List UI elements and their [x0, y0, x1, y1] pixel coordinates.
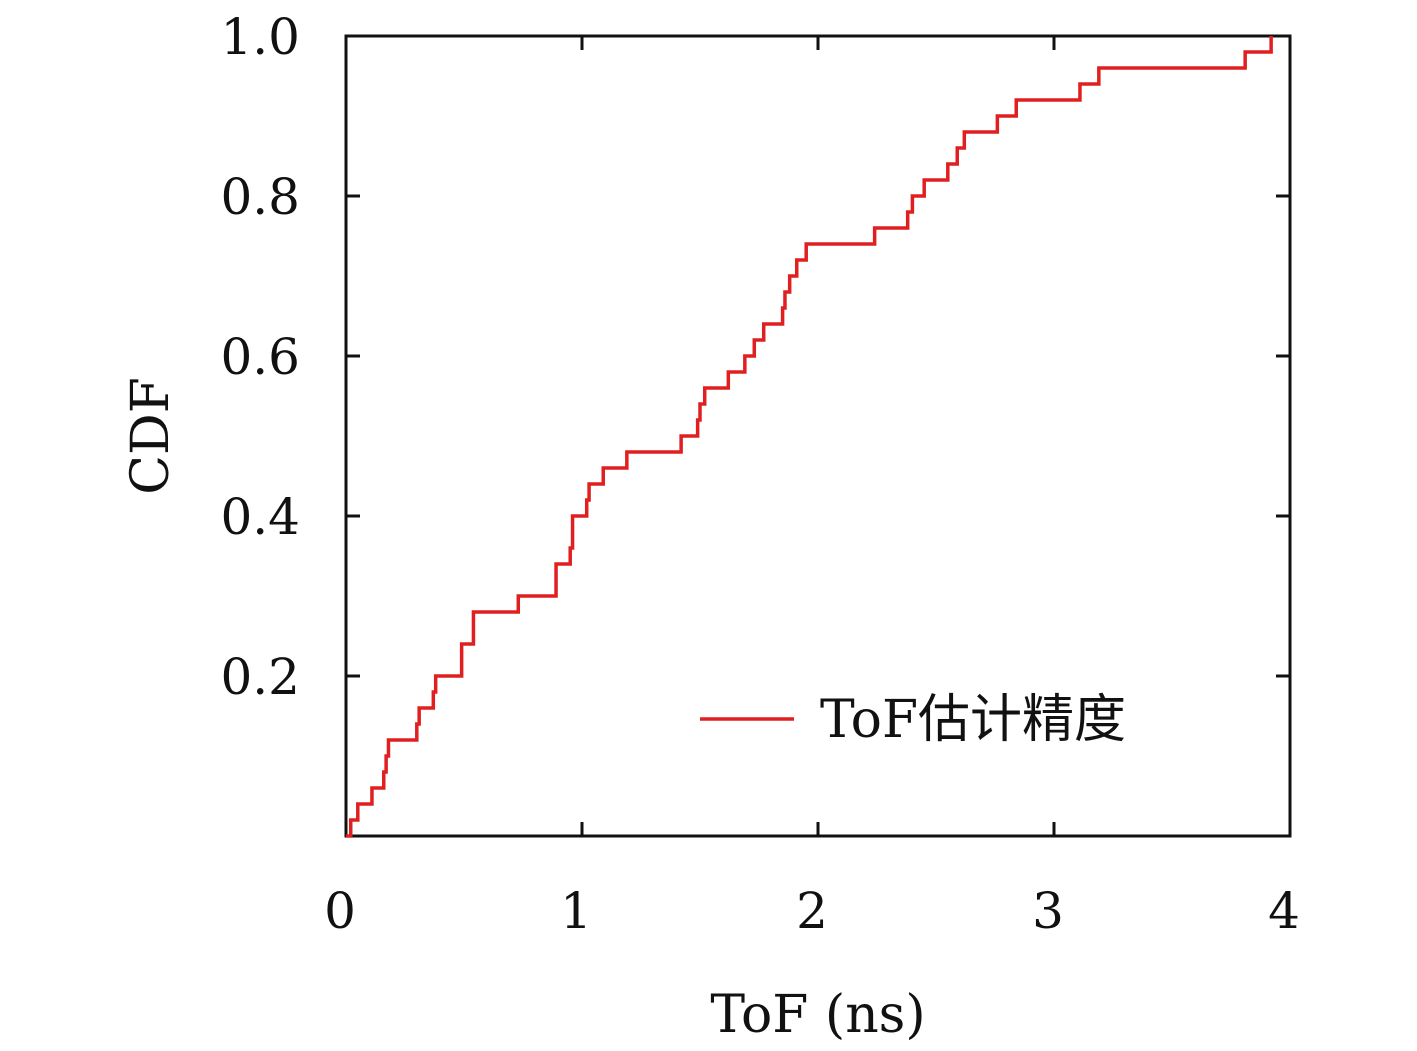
y-tick-label: 0.8: [220, 168, 300, 226]
x-tick-label: 0: [324, 882, 356, 940]
x-tick-label: 1: [560, 882, 592, 940]
legend: ToF估计精度: [700, 690, 1126, 750]
y-tick-label: 0.6: [220, 328, 300, 386]
series-layer: [346, 36, 1273, 838]
y-axis-title: CDF: [121, 377, 181, 495]
plot-frame: [344, 34, 1292, 838]
x-axis-title: ToF (ns): [710, 985, 925, 1045]
axis-ticks: 0 1 2 3 4 0.2 0.4 0.6 0.8 1.0: [220, 8, 1299, 940]
x-tick-label: 3: [1032, 882, 1064, 940]
x-tick-label: 2: [796, 882, 828, 940]
legend-label: ToF估计精度: [820, 690, 1126, 750]
y-tick-label: 1.0: [220, 8, 300, 66]
y-tick-label: 0.4: [220, 488, 300, 546]
series-line-tof: [346, 36, 1273, 838]
y-tick-label: 0.2: [220, 648, 300, 706]
x-tick-label: 4: [1268, 882, 1300, 940]
